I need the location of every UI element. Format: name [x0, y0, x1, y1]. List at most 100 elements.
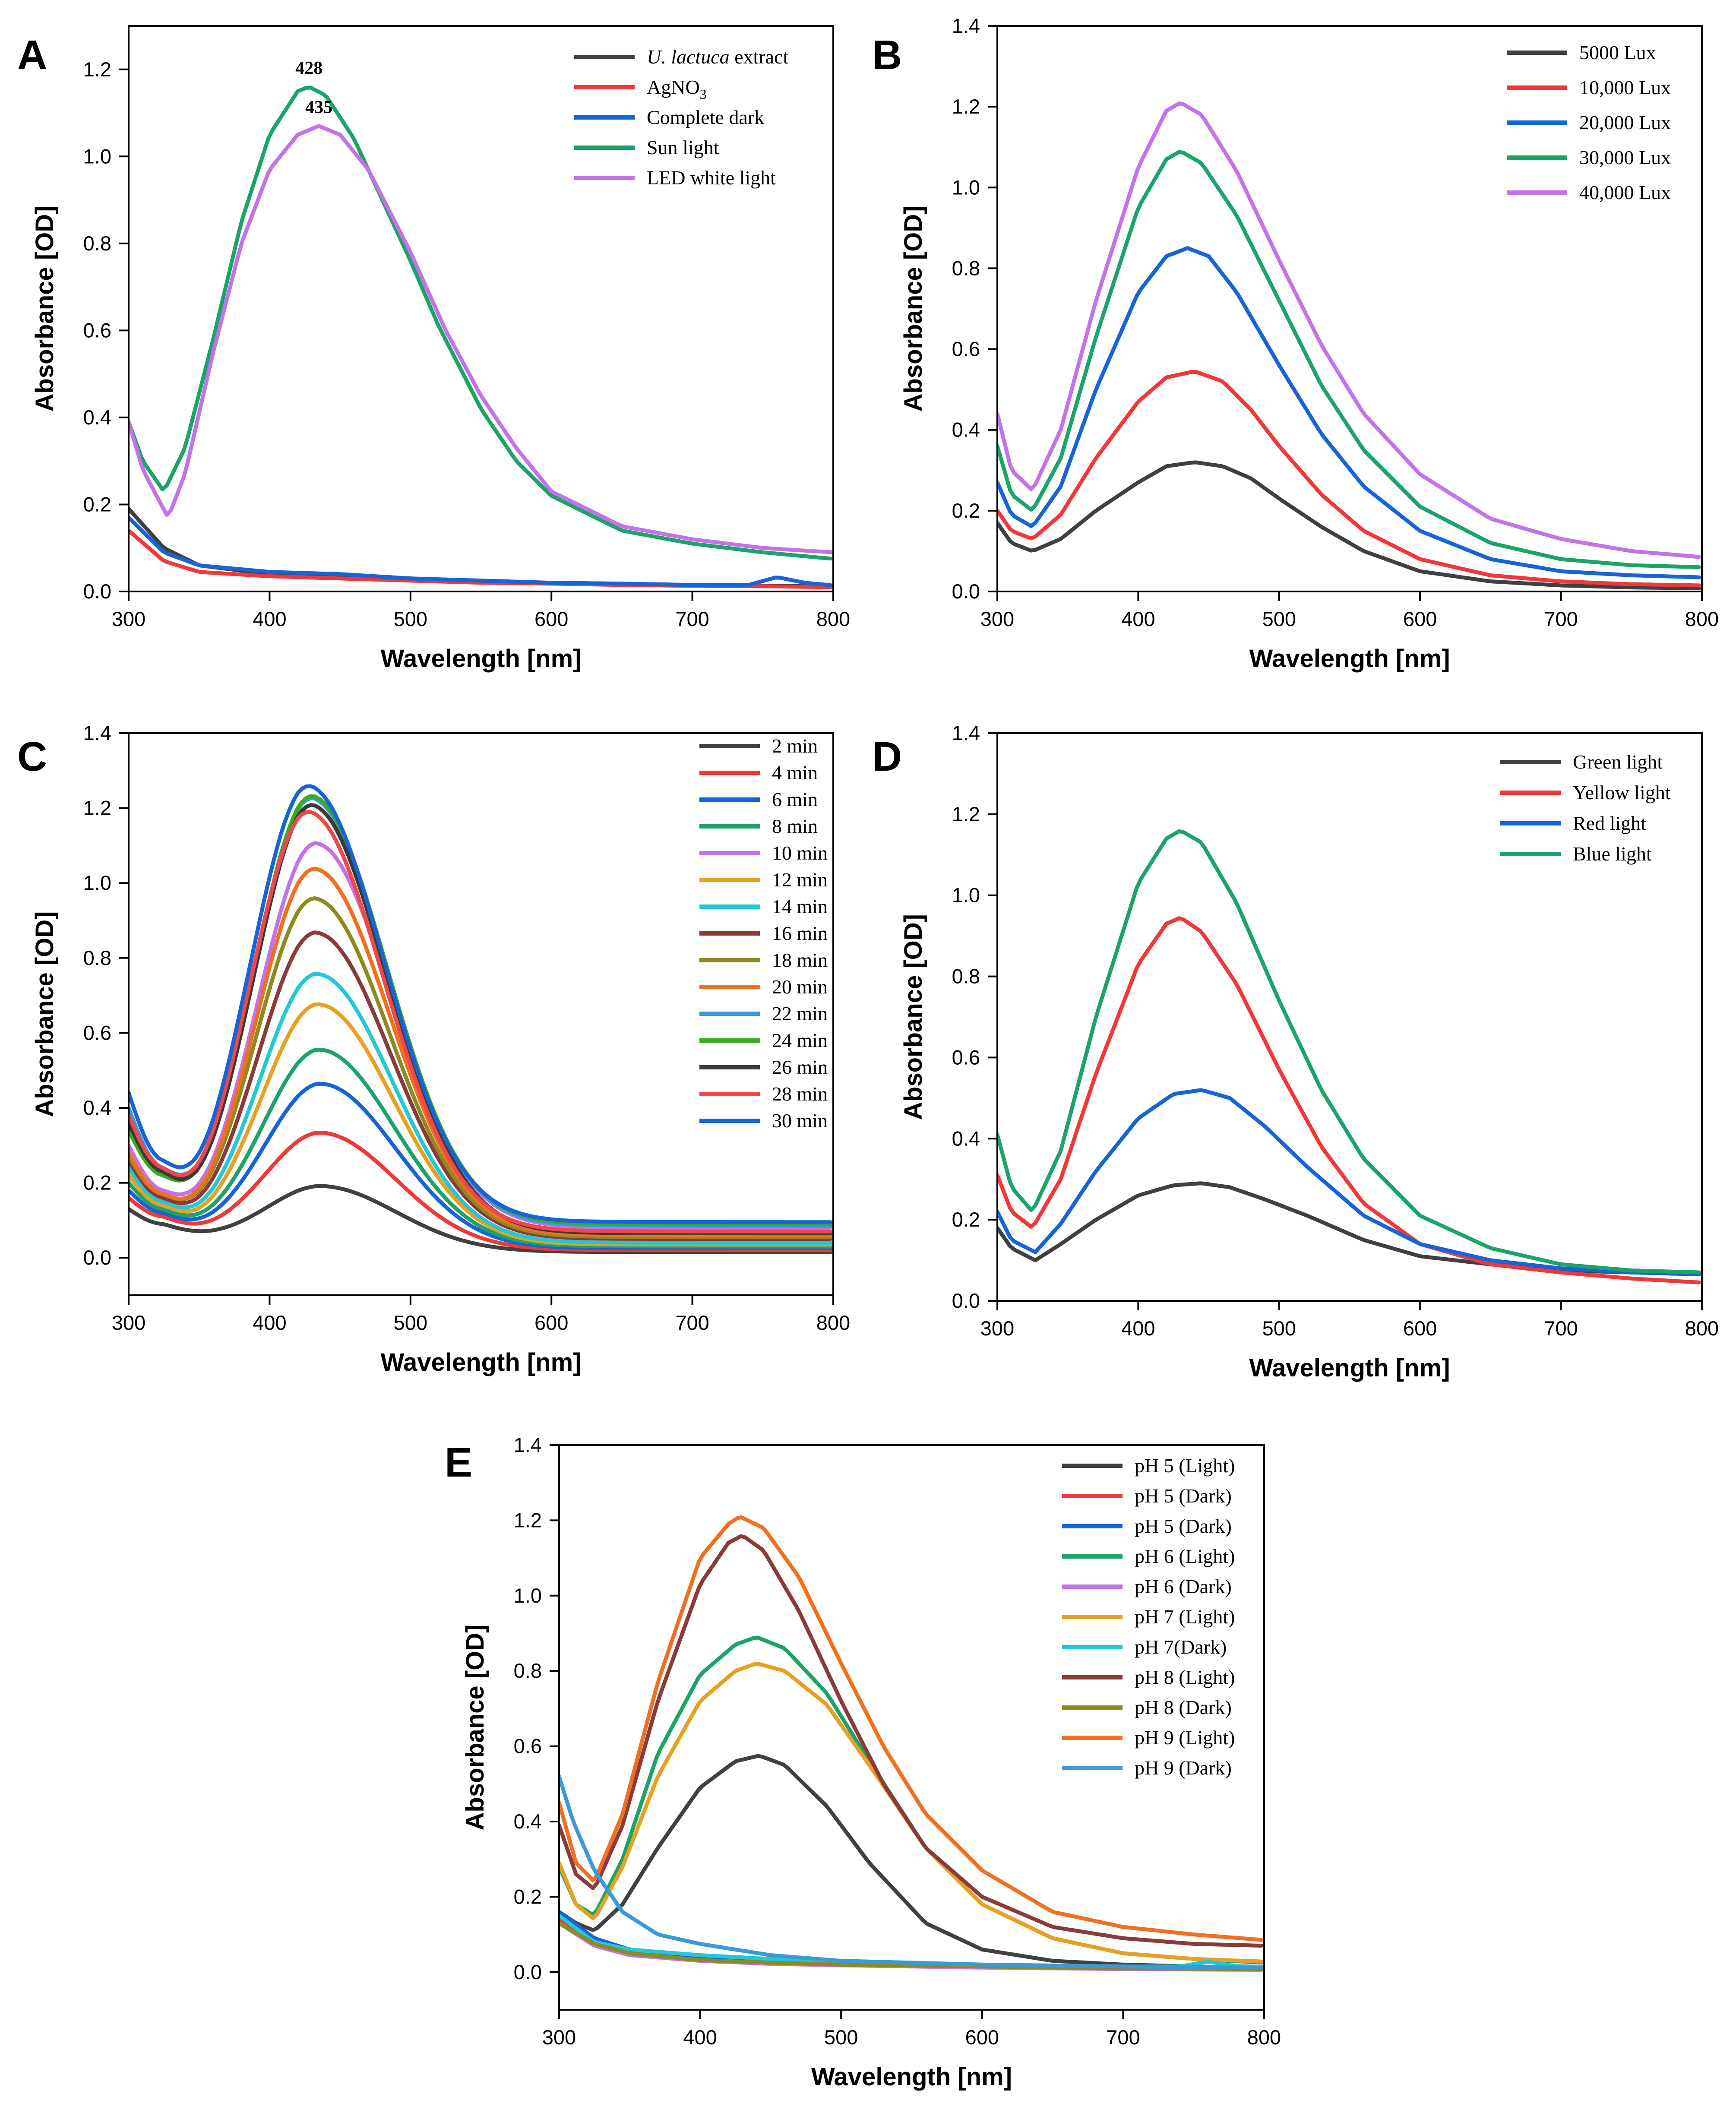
x-tick-label: 500 — [824, 2026, 858, 2049]
x-tick-label: 400 — [1121, 1317, 1155, 1340]
legend-label: 4 min — [772, 762, 818, 784]
x-tick-label: 600 — [965, 2026, 999, 2049]
y-tick-label: 0.4 — [952, 1127, 980, 1150]
legend-label: 40,000 Lux — [1579, 181, 1671, 203]
legend-label: pH 5 (Light) — [1135, 1455, 1235, 1477]
legend-label: 12 min — [772, 869, 828, 891]
legend-label: Sun light — [647, 136, 719, 158]
x-tick-label: 600 — [1403, 607, 1437, 630]
x-tick-label: 400 — [683, 2026, 717, 2049]
y-tick-label: 0.6 — [83, 1021, 111, 1044]
x-tick-label: 700 — [675, 1311, 709, 1334]
series-line-a-4 — [129, 85, 832, 561]
series-group — [997, 829, 1701, 1284]
legend-label: Complete dark — [647, 106, 764, 128]
x-tick-label: 700 — [1544, 1317, 1578, 1340]
y-axis-title: Absorbance [OD] — [899, 914, 927, 1120]
legend-label: pH 8 (Dark) — [1135, 1696, 1232, 1718]
y-tick-label: 0.6 — [83, 319, 111, 342]
series-line-b-2 — [997, 370, 1701, 588]
x-axis-title: Wavelength [nm] — [380, 1348, 581, 1376]
x-tick-label: 500 — [1262, 1317, 1296, 1340]
y-tick-label: 0.8 — [514, 1659, 542, 1682]
plot-frame — [558, 1444, 1265, 2011]
x-axis-title: Wavelength [nm] — [1249, 645, 1450, 673]
x-axis-title: Wavelength [nm] — [380, 645, 581, 673]
legend-label: 2 min — [772, 735, 818, 757]
legend-label: pH 9 (Dark) — [1135, 1757, 1232, 1779]
x-tick-label: 300 — [112, 1311, 145, 1334]
y-tick-label: 1.4 — [83, 721, 111, 744]
legend-label: Blue light — [1573, 843, 1652, 865]
legend-label: LED white light — [647, 167, 776, 189]
series-line-e-10 — [559, 1515, 1263, 1942]
series-group — [997, 101, 1701, 590]
y-tick-label: 1.2 — [952, 95, 980, 118]
series-line-d-2 — [997, 916, 1701, 1284]
x-tick-label: 400 — [1121, 607, 1155, 630]
series-line-b-1 — [997, 460, 1701, 590]
y-tick-label: 0.2 — [952, 1208, 980, 1231]
y-tick-label: 0.6 — [514, 1735, 542, 1758]
legend: 2 min 4 min 6 min 8 min 10 min 12 min 14 min 16… — [699, 735, 828, 1132]
x-tick-label: 700 — [1106, 2026, 1140, 2049]
series-line-b-5 — [997, 101, 1701, 559]
series-line-d-4 — [997, 829, 1701, 1275]
y-tick-label: 0.6 — [952, 338, 980, 361]
legend-label: pH 9 (Light) — [1135, 1727, 1235, 1749]
y-tick-label: 0.8 — [952, 965, 980, 988]
legend: Green light Yellow light Red light Blue lig… — [1500, 751, 1671, 865]
y-tick-label: 1.0 — [83, 871, 111, 894]
y-tick-label: 0.8 — [83, 946, 111, 969]
x-tick-label: 500 — [394, 607, 427, 630]
legend-label: Green light — [1573, 751, 1663, 773]
y-axis-title: Absorbance [OD] — [31, 911, 59, 1117]
chart-panel-a: A 300 400 500 600 700 800 0.0 0.2 0.4 0.6 0.8 1.0 1.2… — [17, 25, 850, 673]
legend-label: 8 min — [772, 815, 818, 837]
y-axis-title: Absorbance [OD] — [899, 206, 927, 412]
legend-label: pH 8 (Light) — [1135, 1666, 1235, 1688]
x-tick-label: 800 — [1685, 607, 1719, 630]
y-tick-label: 1.4 — [952, 14, 980, 37]
series-line-a-3 — [129, 516, 832, 587]
series-line-c-7 — [129, 972, 832, 1245]
peak-annotation: 428 — [295, 58, 323, 78]
legend-label: pH 7 (Light) — [1135, 1606, 1235, 1628]
panel-letter: A — [17, 32, 47, 78]
legend-label: 26 min — [772, 1056, 828, 1078]
x-tick-label: 500 — [394, 1311, 427, 1334]
x-tick-label: 800 — [816, 607, 850, 630]
x-tick-label: 800 — [816, 1311, 850, 1334]
x-axis-title: Wavelength [nm] — [811, 2063, 1012, 2091]
legend-label: 6 min — [772, 788, 818, 810]
legend: U. lactuca extract AgNO3 Complete dark Sun … — [574, 46, 788, 189]
series-line-d-3 — [997, 1088, 1701, 1277]
legend-label: pH 7(Dark) — [1135, 1636, 1227, 1658]
x-tick-label: 300 — [980, 1317, 1014, 1340]
series-line-b-3 — [997, 246, 1701, 579]
y-tick-label: 0.8 — [952, 256, 980, 279]
series-line-e-11 — [559, 1774, 1263, 1970]
y-tick-label: 0.4 — [514, 1810, 542, 1833]
y-tick-label: 0.0 — [952, 580, 980, 603]
chart-panel-d: D 300 400 500 600 700 800 0.0 0.2 0.4 0.6 0.8 1.0 1.2… — [872, 721, 1719, 1382]
y-tick-label: 1.4 — [514, 1433, 542, 1456]
plot-frame — [128, 25, 834, 592]
x-axis-title: Wavelength [nm] — [1249, 1354, 1450, 1382]
y-axis-title: Absorbance [OD] — [461, 1625, 489, 1831]
y-tick-label: 0.6 — [952, 1046, 980, 1069]
chart-panel-b: B 300 400 500 600 700 800 0.0 0.2 0.4 0.6 0.8 1.0 1.2… — [872, 14, 1719, 673]
x-tick-label: 600 — [1403, 1317, 1437, 1340]
legend: pH 5 (Light) pH 5 (Dark) pH 5 (Dark) pH 6 (… — [1062, 1455, 1235, 1779]
y-tick-label: 1.2 — [83, 58, 111, 81]
y-tick-label: 0.2 — [514, 1885, 542, 1908]
legend-label: 28 min — [772, 1083, 828, 1105]
y-tick-label: 1.4 — [952, 721, 980, 744]
legend-label: 14 min — [772, 895, 828, 917]
y-tick-label: 0.2 — [952, 499, 980, 522]
x-tick-label: 600 — [534, 1311, 568, 1334]
legend-label: 10 min — [772, 842, 828, 864]
x-tick-label: 300 — [980, 607, 1014, 630]
y-tick-label: 1.2 — [83, 797, 111, 819]
